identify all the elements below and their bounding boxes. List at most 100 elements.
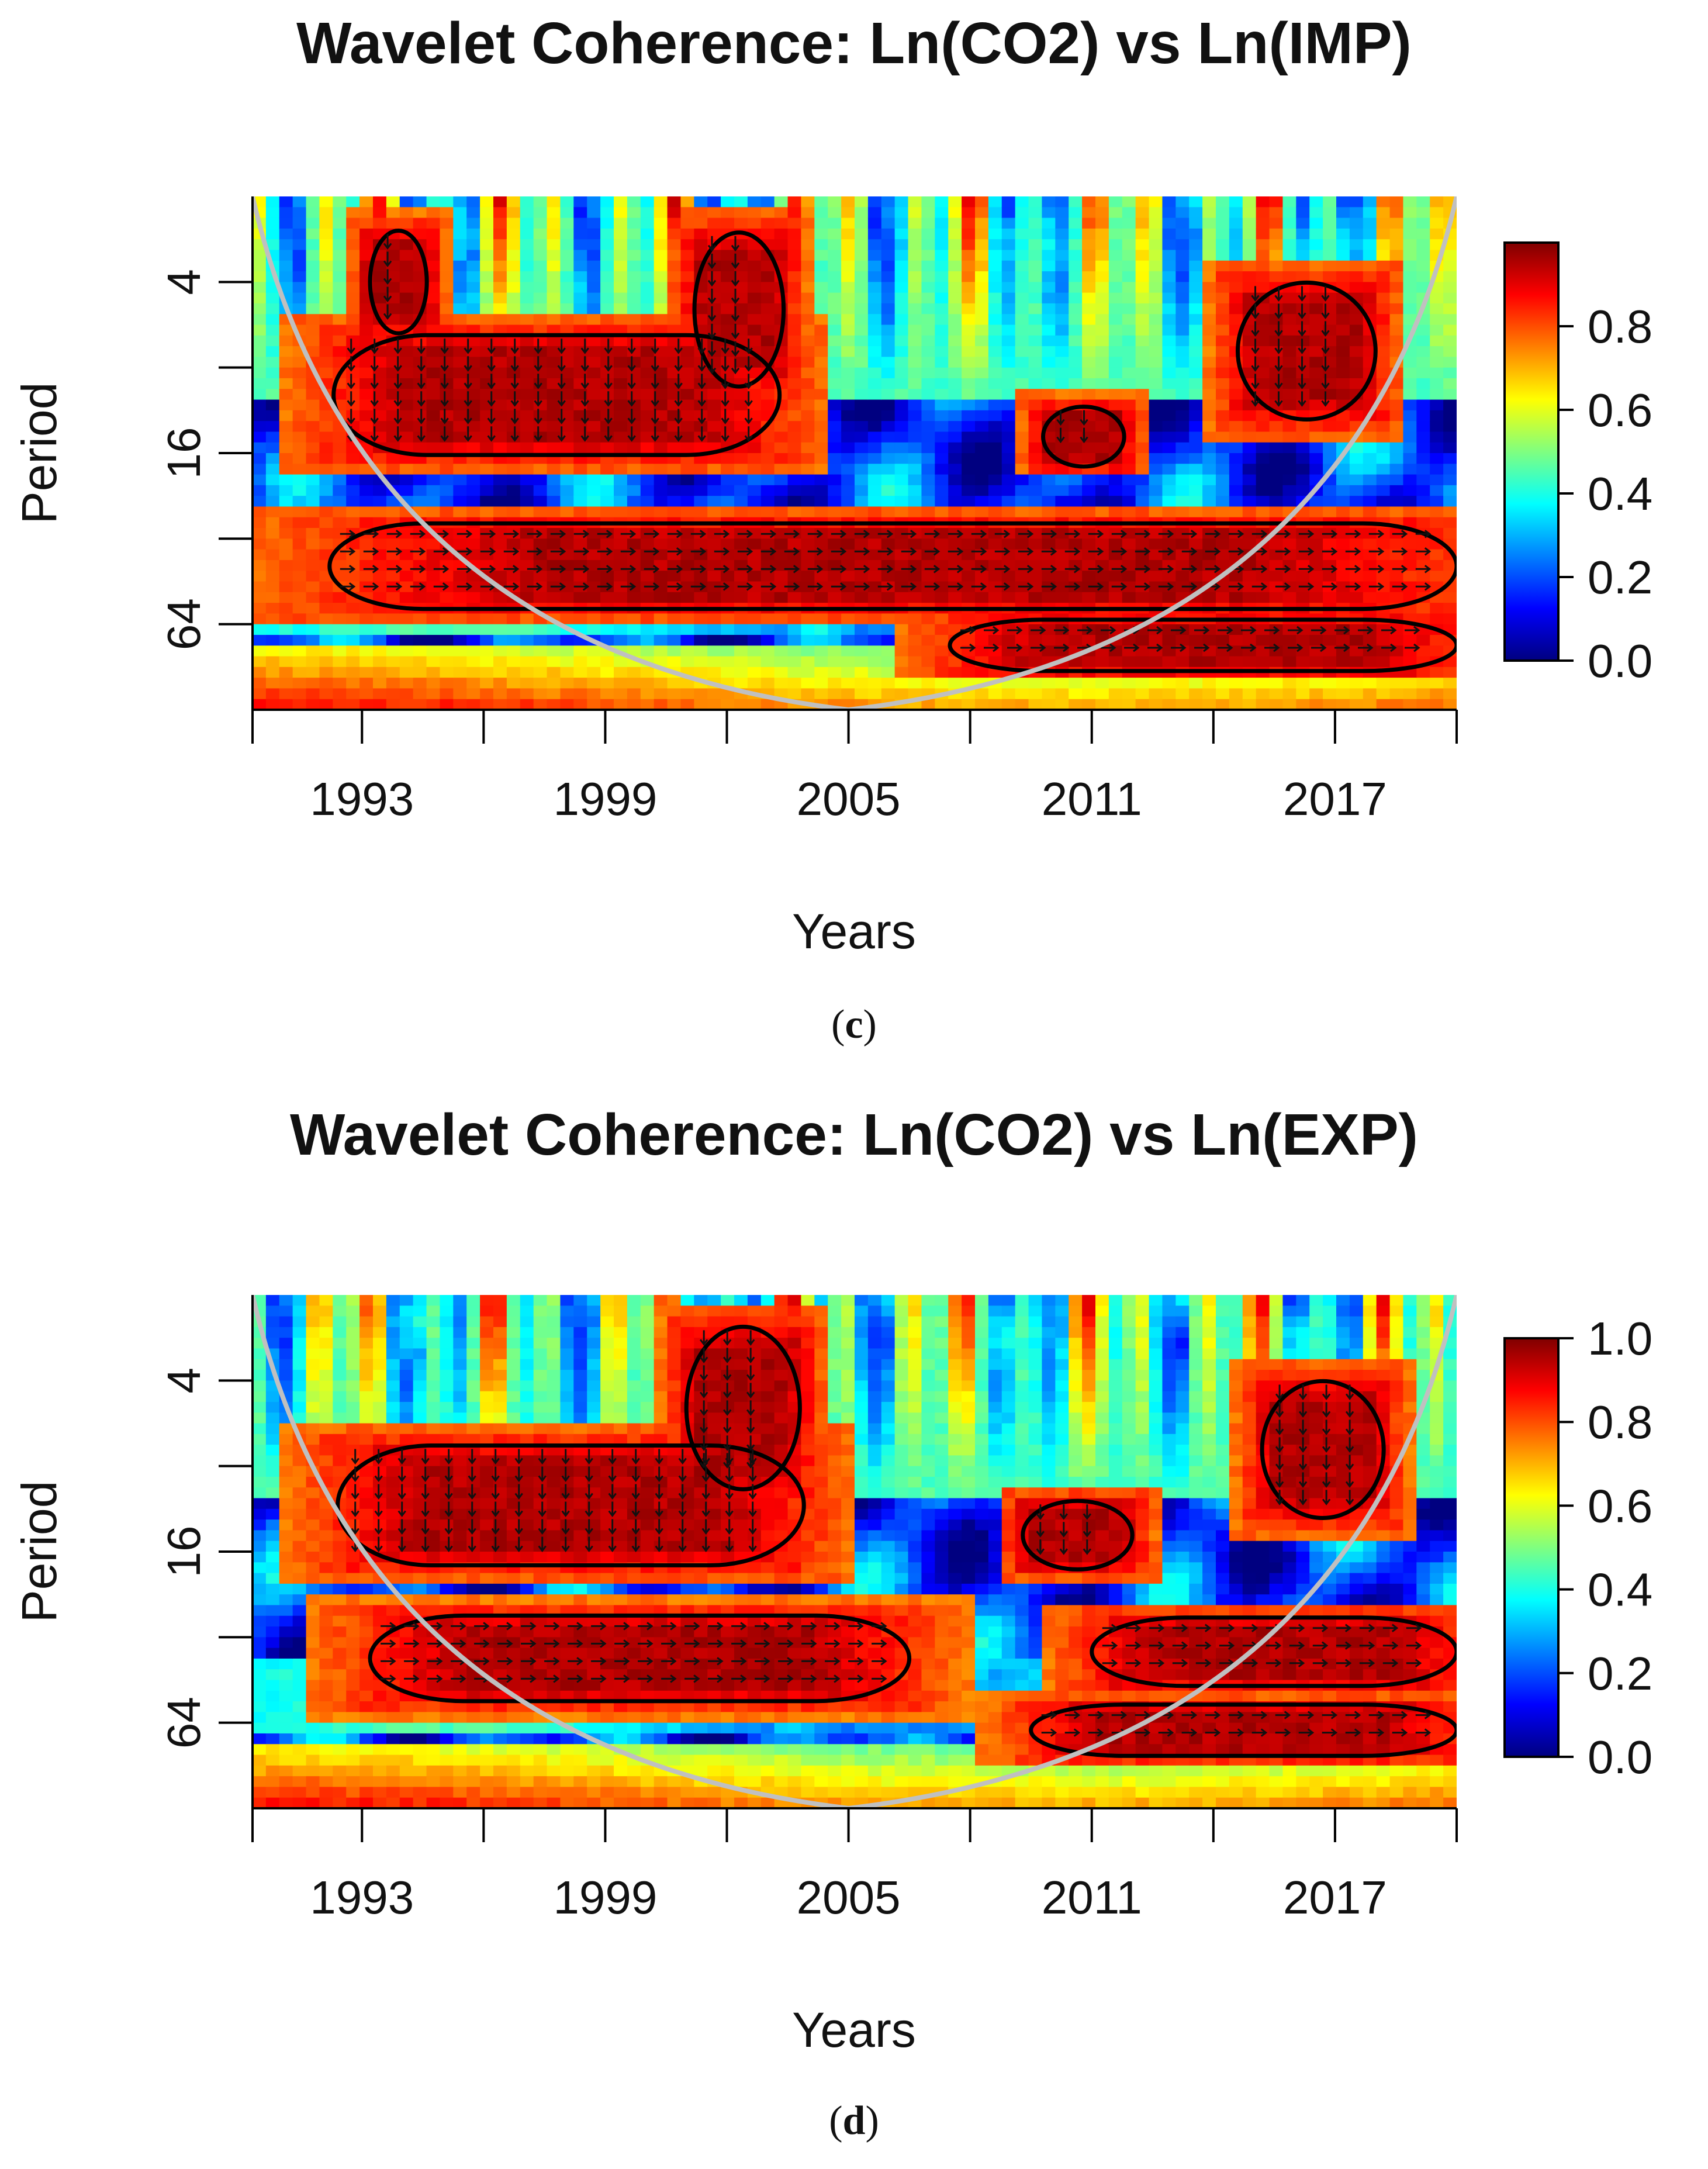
heat-cell <box>386 196 400 208</box>
heat-cell <box>1242 250 1257 261</box>
heat-cell <box>1430 442 1444 454</box>
heat-cell <box>1135 431 1150 443</box>
heat-cell <box>1269 324 1284 336</box>
heat-cell <box>867 688 882 700</box>
heat-cell <box>1189 699 1203 710</box>
heat-cell <box>855 228 869 240</box>
heat-cell <box>1323 421 1337 433</box>
heat-cell <box>654 699 668 710</box>
heat-cell <box>908 496 922 507</box>
heat-cell <box>466 367 480 379</box>
heat-cell <box>787 399 802 411</box>
heat-cell <box>814 688 829 700</box>
heat-cell <box>1323 485 1337 496</box>
heat-cell <box>292 1776 307 1788</box>
heat-cell <box>359 217 374 229</box>
heat-cell <box>1269 260 1284 272</box>
heat-cell <box>1296 431 1311 443</box>
heat-cell <box>1229 624 1243 635</box>
heat-cell <box>1336 303 1350 315</box>
heat-cell <box>640 207 655 219</box>
heat-cell <box>279 282 293 293</box>
heat-cell <box>1095 357 1109 368</box>
heat-cell <box>253 624 267 635</box>
heat-cell <box>1015 367 1029 379</box>
heat-cell <box>841 474 855 486</box>
heat-cell <box>1015 378 1029 390</box>
heat-cell <box>453 666 468 678</box>
heat-cell <box>1162 303 1177 315</box>
heat-cell <box>520 581 534 593</box>
heat-cell <box>908 592 922 603</box>
heat-cell <box>466 271 480 283</box>
heat-cell <box>1189 260 1203 272</box>
heat-cell <box>680 634 695 647</box>
phase-arrow <box>1251 356 1260 372</box>
heat-cell <box>1363 442 1377 454</box>
heat-cell <box>962 260 976 272</box>
heat-cell <box>1108 357 1123 368</box>
contour-early-mid-block <box>331 333 782 457</box>
heat-cell <box>1349 464 1364 475</box>
heat-cell <box>787 196 802 208</box>
heat-cell <box>680 314 695 326</box>
heat-cell <box>547 656 561 668</box>
heat-cell <box>1202 678 1216 689</box>
heat-cell <box>1363 656 1377 668</box>
heat-cell <box>279 656 293 668</box>
heat-cell <box>614 282 628 293</box>
heat-cell <box>1095 571 1109 582</box>
heat-cell <box>587 592 601 603</box>
heat-cell <box>828 314 842 326</box>
phase-arrow <box>1111 530 1128 538</box>
heat-cell <box>881 335 896 347</box>
heat-cell <box>1001 399 1016 411</box>
heat-cell <box>935 217 949 229</box>
heat-cell <box>520 528 534 540</box>
heat-cell <box>1055 688 1070 700</box>
phase-arrow <box>1205 565 1221 574</box>
heat-cell <box>292 1359 307 1370</box>
heat-cell <box>600 378 614 390</box>
heat-cell <box>760 399 775 411</box>
heat-cell <box>1175 357 1190 368</box>
heat-cell <box>279 324 293 336</box>
heat-cell <box>935 335 949 347</box>
heat-cell <box>493 485 507 496</box>
heat-cell <box>319 228 334 240</box>
heat-cell <box>867 656 882 668</box>
heat-cell <box>801 410 815 422</box>
heat-cell <box>453 367 468 379</box>
heat-cell <box>573 656 588 668</box>
heat-cell <box>1403 367 1417 379</box>
heat-cell <box>306 474 320 486</box>
heat-cell <box>707 399 721 411</box>
heat-cell <box>627 571 641 582</box>
panel-caption: (c) <box>831 1002 877 1047</box>
heat-cell <box>640 421 655 433</box>
heat-cell <box>253 1530 267 1542</box>
heat-cell <box>1336 421 1350 433</box>
heat-cell <box>1336 357 1350 368</box>
heat-cell <box>1430 389 1444 400</box>
heat-cell <box>1135 474 1150 486</box>
heat-cell <box>841 666 855 678</box>
heat-cell <box>1189 431 1203 443</box>
heat-cell <box>292 592 307 603</box>
heat-cell <box>306 1508 320 1520</box>
heat-cell <box>333 453 347 465</box>
heat-cell <box>975 292 989 304</box>
heat-cell <box>881 678 896 689</box>
heat-cell <box>841 678 855 689</box>
heat-cell <box>747 389 762 400</box>
heat-cell <box>667 271 682 283</box>
heat-cell <box>573 645 588 657</box>
phase-arrow <box>480 565 496 574</box>
heat-cell <box>948 442 962 454</box>
heat-cell <box>814 346 829 358</box>
heat-cell <box>667 196 682 208</box>
heat-cell <box>948 506 962 518</box>
heat-cell <box>426 346 441 358</box>
heat-cell <box>855 399 869 411</box>
heat-cell <box>292 517 307 529</box>
